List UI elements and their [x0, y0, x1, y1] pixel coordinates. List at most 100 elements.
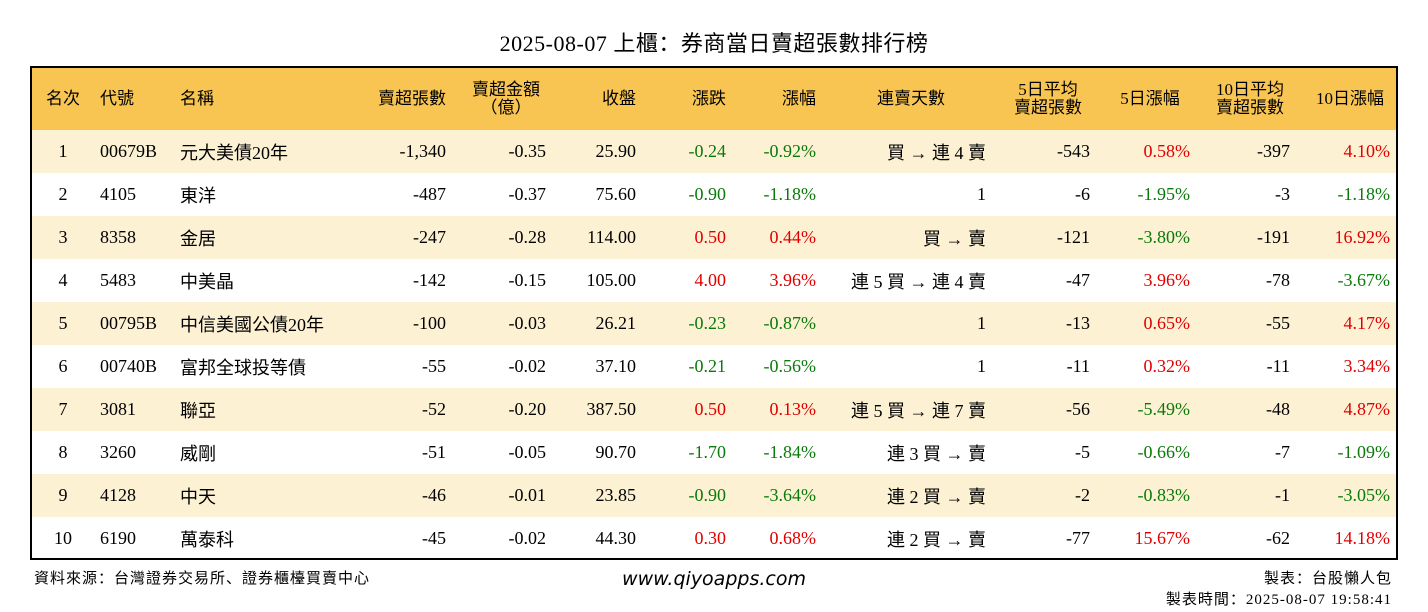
website-link[interactable]: www.qiyoapps.com: [622, 568, 806, 590]
author-credit: 製表：台股懶人包: [1263, 571, 1392, 587]
cell-avg5: -77: [1066, 528, 1090, 548]
cell-sell-lots: -100: [413, 313, 446, 333]
cell-code: 4105: [100, 184, 136, 204]
col-header-sell-amount-line1: 賣超金額: [472, 80, 540, 99]
cell-code: 3081: [100, 399, 136, 419]
cell-avg10: -3: [1275, 184, 1290, 204]
cell-avg10: -191: [1257, 227, 1290, 247]
cell-code: 5483: [100, 270, 136, 290]
table-row: 6 00740B 富邦全球投等債 -55 -0.02 37.10 -0.21 -…: [32, 345, 1396, 388]
col-header-chg10: 10日漲幅: [1316, 89, 1384, 108]
made-timestamp: 製表時間：2025-08-07 19:58:41: [1165, 592, 1392, 608]
cell-change: -0.21: [688, 356, 727, 376]
cell-code: 00740B: [100, 356, 158, 376]
cell-close: 44.30: [595, 528, 637, 548]
col-header-avg10-line1: 10日平均: [1216, 80, 1284, 99]
cell-chg10: 16.92%: [1334, 227, 1391, 247]
cell-avg5: -13: [1066, 313, 1090, 333]
table-row: 3 8358 金居 -247 -0.28 114.00 0.50 0.44% 買…: [32, 216, 1396, 259]
cell-avg10: -48: [1266, 399, 1290, 419]
cell-sell-amount: -0.02: [508, 356, 547, 376]
col-header-close: 收盤: [602, 89, 636, 108]
cell-chg5: -0.66%: [1137, 442, 1191, 462]
cell-chg10: 4.10%: [1343, 141, 1391, 161]
table-row: 7 3081 聯亞 -52 -0.20 387.50 0.50 0.13% 連 …: [32, 388, 1396, 431]
cell-avg10: -11: [1266, 356, 1290, 376]
cell-sell-lots: -487: [413, 184, 446, 204]
cell-chg10: 14.18%: [1334, 528, 1391, 548]
table-row: 2 4105 東洋 -487 -0.37 75.60 -0.90 -1.18% …: [32, 173, 1396, 216]
cell-avg5: -11: [1066, 356, 1090, 376]
cell-rank: 5: [58, 313, 68, 333]
cell-chg5: -3.80%: [1137, 227, 1191, 247]
cell-chg10: -1.18%: [1337, 184, 1391, 204]
cell-close: 90.70: [595, 442, 637, 462]
ranking-table: 名次 代號 名稱 賣超張數 賣超金額 （億） 收盤 漲跌 漲幅 連賣天數 5日平…: [30, 66, 1398, 560]
table-row: 4 5483 中美晶 -142 -0.15 105.00 4.00 3.96% …: [32, 259, 1396, 302]
col-header-code: 代號: [100, 89, 134, 108]
cell-change-pct: -3.64%: [763, 485, 817, 505]
table-header-row: 名次 代號 名稱 賣超張數 賣超金額 （億） 收盤 漲跌 漲幅 連賣天數 5日平…: [32, 68, 1396, 130]
col-header-name: 名稱: [180, 89, 214, 108]
cell-sell-lots: -52: [422, 399, 446, 419]
cell-sell-lots: -55: [422, 356, 446, 376]
cell-avg5: -47: [1066, 270, 1090, 290]
table-row: 1 00679B 元大美債20年 -1,340 -0.35 25.90 -0.2…: [32, 130, 1396, 173]
cell-avg5: -121: [1057, 227, 1090, 247]
cell-chg10: 4.17%: [1343, 313, 1391, 333]
cell-chg5: -5.49%: [1137, 399, 1191, 419]
cell-sell-lots: -46: [422, 485, 446, 505]
cell-streak: 1: [977, 313, 986, 333]
cell-name: 金居: [180, 228, 216, 249]
cell-close: 387.50: [586, 399, 637, 419]
page-title: 2025-08-07 上櫃：券商當日賣超張數排行榜: [499, 31, 929, 56]
cell-name: 威剛: [180, 443, 216, 464]
cell-sell-amount: -0.02: [508, 528, 547, 548]
cell-sell-amount: -0.05: [508, 442, 547, 462]
col-header-change: 漲跌: [692, 89, 726, 108]
cell-code: 4128: [100, 485, 136, 505]
cell-close: 114.00: [587, 227, 636, 247]
cell-change-pct: -1.18%: [763, 184, 817, 204]
cell-name: 中美晶: [180, 271, 234, 292]
cell-avg10: -62: [1266, 528, 1290, 548]
cell-sell-amount: -0.01: [508, 485, 547, 505]
col-header-sell-amount-line2: （億）: [480, 98, 532, 117]
cell-change-pct: -0.92%: [763, 141, 817, 161]
cell-streak: 1: [977, 184, 986, 204]
cell-sell-amount: -0.20: [508, 399, 547, 419]
col-header-change-pct: 漲幅: [782, 89, 816, 108]
cell-chg10: 3.34%: [1343, 356, 1391, 376]
cell-change: 4.00: [694, 270, 727, 290]
table-row: 5 00795B 中信美國公債20年 -100 -0.03 26.21 -0.2…: [32, 302, 1396, 345]
cell-close: 25.90: [595, 141, 637, 161]
cell-chg10: -3.05%: [1337, 485, 1391, 505]
cell-change-pct: 0.68%: [769, 528, 817, 548]
cell-code: 6190: [100, 528, 136, 548]
cell-chg10: 4.87%: [1343, 399, 1391, 419]
cell-code: 8358: [100, 227, 136, 247]
cell-close: 23.85: [595, 485, 637, 505]
cell-streak: 買 → 連 4 賣: [887, 142, 986, 163]
cell-avg10: -397: [1257, 141, 1290, 161]
cell-avg10: -7: [1275, 442, 1290, 462]
table-row: 8 3260 威剛 -51 -0.05 90.70 -1.70 -1.84% 連…: [32, 431, 1396, 474]
cell-rank: 2: [58, 184, 68, 204]
col-header-avg5-line1: 5日平均: [1018, 80, 1078, 99]
cell-streak: 連 3 買 → 賣: [887, 443, 986, 464]
table-row: 10 6190 萬泰科 -45 -0.02 44.30 0.30 0.68% 連…: [32, 517, 1396, 558]
cell-change-pct: -1.84%: [763, 442, 817, 462]
cell-change: -0.24: [688, 141, 727, 161]
cell-name: 元大美債20年: [180, 142, 288, 163]
cell-avg5: -2: [1075, 485, 1090, 505]
col-header-avg10-line2: 賣超張數: [1216, 98, 1284, 117]
cell-chg5: 0.32%: [1143, 356, 1191, 376]
cell-avg10: -1: [1275, 485, 1290, 505]
col-header-avg10: 10日平均 賣超張數: [1200, 68, 1300, 130]
cell-avg10: -78: [1266, 270, 1290, 290]
cell-name: 聯亞: [180, 400, 216, 421]
cell-name: 東洋: [180, 185, 216, 206]
cell-chg5: -1.95%: [1137, 184, 1191, 204]
col-header-sell-amount: 賣超金額 （億）: [456, 68, 556, 130]
col-header-avg5-line2: 賣超張數: [1014, 98, 1082, 117]
